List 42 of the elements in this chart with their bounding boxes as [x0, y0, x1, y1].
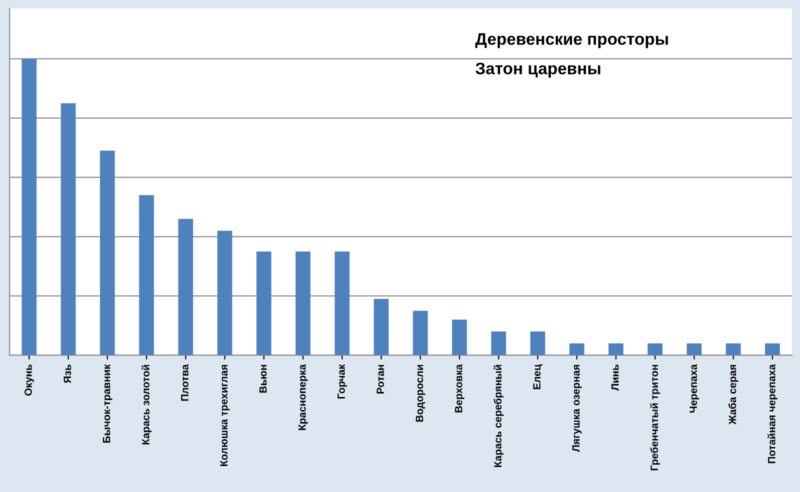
x-tick-label: Лягушка озерная — [572, 364, 582, 452]
chart-title: Деревенские просторы — [475, 33, 668, 48]
bar — [569, 343, 584, 356]
bar — [452, 320, 467, 356]
bar — [608, 343, 624, 356]
bar — [648, 343, 663, 356]
x-tick-label: Красноперка — [298, 364, 308, 430]
x-tick-label: Бычок-травник — [102, 364, 112, 443]
x-tick-label: Водоросли — [416, 364, 426, 422]
x-tick-label: Плотва — [181, 364, 188, 401]
x-tick-label: Гребенчатый тритон — [650, 364, 660, 470]
x-tick-label: Карась золотой — [142, 364, 152, 444]
x-tick-label: Жаба серая — [728, 364, 738, 425]
x-tick-label: Вьюн — [259, 364, 267, 393]
bar — [296, 251, 310, 356]
x-tick-label: Колюшка трехиглая — [220, 364, 230, 466]
x-tick-label: Елец — [533, 364, 542, 390]
bar — [139, 195, 154, 356]
bar — [491, 332, 506, 356]
bar — [765, 343, 780, 356]
bar — [334, 251, 350, 356]
bar — [100, 150, 115, 356]
x-tick-label: Потайная черепаха — [767, 364, 778, 464]
bar — [726, 343, 741, 356]
bar — [60, 103, 76, 356]
x-tick-label: Язь — [64, 364, 72, 384]
bar — [530, 332, 546, 356]
x-tick-label: Окунь — [24, 364, 34, 396]
chart-subtitle: Затон царевны — [476, 62, 600, 78]
bar — [412, 310, 428, 356]
x-tick-label: Черепаха — [690, 364, 700, 413]
x-tick-label: Ротан — [376, 364, 384, 394]
bar — [178, 218, 194, 356]
x-tick-label: Верховка — [455, 364, 464, 412]
bar — [217, 230, 232, 356]
x-tick-label: Линь — [611, 364, 619, 391]
x-tick-label: Горчак — [338, 364, 347, 398]
bar — [22, 58, 37, 356]
bar — [256, 251, 272, 356]
bar — [686, 343, 702, 356]
bar — [374, 298, 389, 356]
x-tick-label: Карась серебряный — [494, 364, 504, 467]
